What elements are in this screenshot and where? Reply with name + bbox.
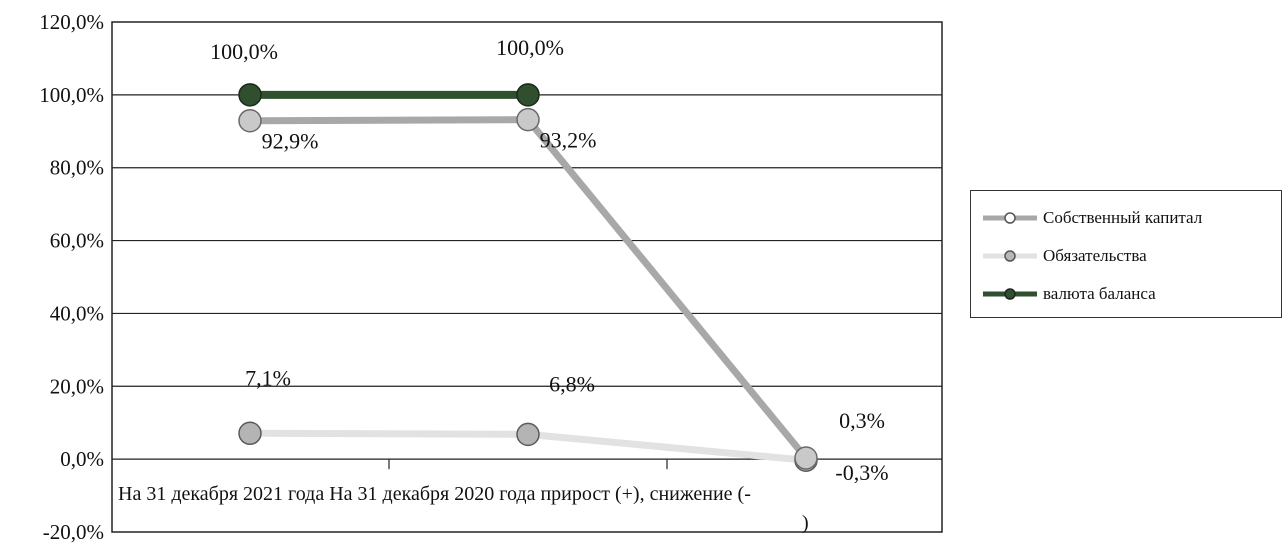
legend-item-balance-total: валюта баланса <box>979 279 1156 309</box>
data-label: -0,3% <box>835 460 888 485</box>
data-label: 6,8% <box>549 371 595 396</box>
legend-item-liabilities: Обязательства <box>979 241 1147 271</box>
y-tick-label: 0,0% <box>60 447 104 471</box>
y-tick-label: 40,0% <box>50 301 104 325</box>
data-labels: 92,9% 93,2% 0,3% 7,1% 6,8% -0,3% 100,0% 100,0% <box>210 35 888 485</box>
series-line <box>249 116 809 461</box>
data-label: 7,1% <box>245 365 291 390</box>
legend-label-balance-total: валюта баланса <box>1043 284 1156 303</box>
data-point <box>516 83 540 107</box>
legend-swatch-equity <box>983 212 1037 224</box>
x-axis-category-labels: На 31 декабря 2021 года На 31 декабря 20… <box>118 483 809 534</box>
series-layer <box>238 83 818 472</box>
legend-swatch-liabilities <box>983 250 1037 262</box>
legend: Собственный капитал Обязательства валюта… <box>970 190 1282 318</box>
data-point <box>238 108 262 133</box>
data-point <box>238 421 262 446</box>
plot-area-border <box>111 21 943 533</box>
legend-swatch-balance-total <box>983 288 1037 300</box>
data-point <box>238 83 262 107</box>
data-point <box>516 107 540 132</box>
legend-item-equity: Собственный капитал <box>979 203 1202 233</box>
legend-label-liabilities: Обязательства <box>1043 246 1147 265</box>
y-axis-tick-labels: 120,0% 100,0% 80,0% 60,0% 40,0% 20,0% 0,0% -20,… <box>39 10 104 544</box>
grid-lines <box>112 94 942 470</box>
data-label: 100,0% <box>496 35 564 60</box>
category-label-line-2: ) <box>802 512 809 534</box>
y-tick-label: 20,0% <box>50 374 104 398</box>
y-tick-label: -20,0% <box>43 520 104 544</box>
data-point <box>794 446 818 470</box>
y-tick-label: 120,0% <box>39 10 104 34</box>
y-tick-label: 80,0% <box>50 156 104 180</box>
legend-label-equity: Собственный капитал <box>1043 208 1203 227</box>
data-point <box>516 422 540 447</box>
data-label: 100,0% <box>210 39 278 64</box>
category-label-line-1: На 31 декабря 2021 года На 31 декабря 20… <box>118 483 751 505</box>
data-label: 92,9% <box>262 129 319 154</box>
data-label: 0,3% <box>839 408 885 433</box>
data-label: 93,2% <box>540 128 597 153</box>
y-tick-label: 60,0% <box>50 229 104 253</box>
y-tick-label: 100,0% <box>39 83 104 107</box>
